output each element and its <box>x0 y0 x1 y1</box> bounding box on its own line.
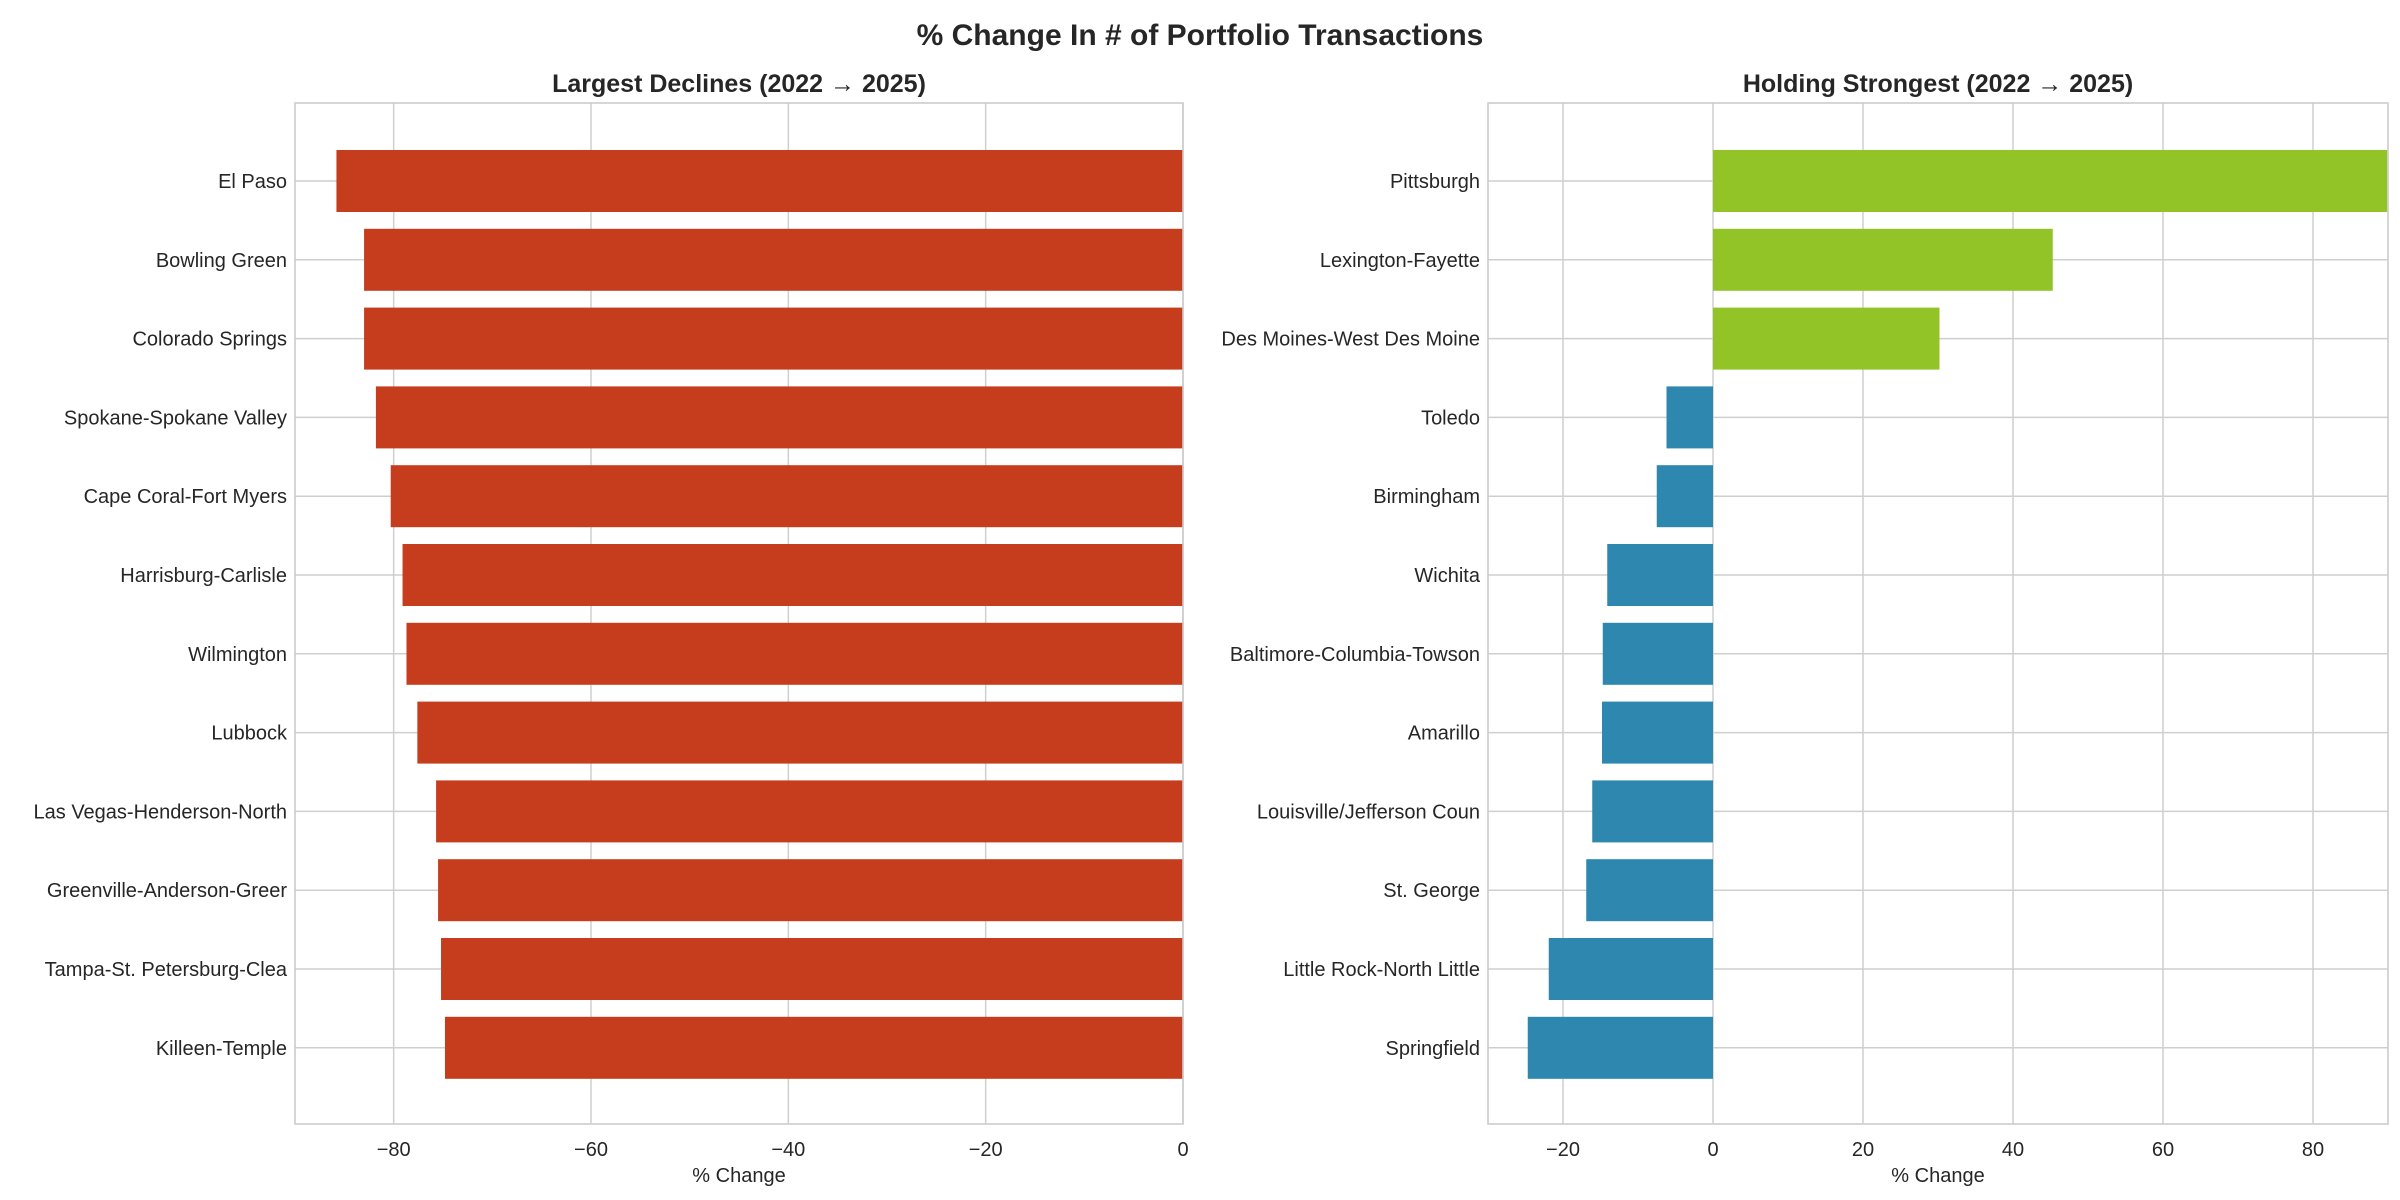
bar[interactable] <box>1527 1016 1713 1079</box>
bar[interactable] <box>441 938 1183 1000</box>
category-label: Spokane-Spokane Valley <box>64 407 287 429</box>
x-axis-label: % Change <box>1891 1165 1984 1187</box>
category-label: Amarillo <box>1408 723 1480 745</box>
figure-title: % Change In # of Portfolio Transactions <box>917 19 1484 52</box>
axes-frame <box>1487 102 2389 1125</box>
x-tick-label: 20 <box>1852 1139 1874 1161</box>
x-tick-label: 80 <box>2302 1139 2324 1161</box>
x-tick-label: −80 <box>377 1139 411 1161</box>
x-tick-label: −20 <box>969 1139 1003 1161</box>
category-label: Las Vegas-Henderson-North <box>34 801 287 823</box>
bar[interactable] <box>1656 465 1713 528</box>
bar[interactable] <box>417 701 1183 764</box>
bar[interactable] <box>364 307 1184 370</box>
bar[interactable] <box>1713 228 2053 291</box>
category-label: Greenville-Anderson-Greer <box>47 880 287 902</box>
category-label: Colorado Springs <box>132 329 287 351</box>
category-label: St. George <box>1383 880 1480 902</box>
category-label: Bowling Green <box>156 250 287 272</box>
bar[interactable] <box>402 544 1184 606</box>
category-label: Harrisburg-Carlisle <box>120 565 287 587</box>
axes-frame <box>294 102 1184 1125</box>
panel-holding-strongest: Holding Strongest (2022 → 2025) −20 0 20 40 6… <box>1221 70 2389 1187</box>
x-tick-label: −60 <box>574 1139 608 1161</box>
category-label: Louisville/Jefferson Coun <box>1257 801 1480 823</box>
category-label: Little Rock-North Little <box>1283 959 1480 981</box>
panel-title: Largest Declines (2022 → 2025) <box>552 70 926 98</box>
category-label: Des Moines-West Des Moine <box>1221 329 1480 351</box>
category-label: Baltimore-Columbia-Towson <box>1230 644 1480 666</box>
bar[interactable] <box>1602 701 1713 764</box>
bar[interactable] <box>1548 938 1713 1000</box>
category-label: Lexington-Fayette <box>1320 250 1480 272</box>
bar[interactable] <box>375 386 1183 449</box>
category-label: Wichita <box>1414 565 1480 587</box>
bar[interactable] <box>1666 386 1714 449</box>
bar[interactable] <box>1586 859 1713 922</box>
x-axis-label: % Change <box>692 1165 785 1187</box>
bar[interactable] <box>336 150 1183 212</box>
category-label: Killeen-Temple <box>156 1038 287 1060</box>
x-tick-label: 60 <box>2152 1139 2174 1161</box>
x-tick-label: −20 <box>1546 1139 1580 1161</box>
bar[interactable] <box>1713 307 1940 370</box>
bar[interactable] <box>1607 544 1713 606</box>
bar[interactable] <box>390 465 1183 528</box>
x-tick-label: 0 <box>1707 1139 1718 1161</box>
bar[interactable] <box>1602 622 1713 685</box>
x-tick-label: −40 <box>771 1139 805 1161</box>
bar[interactable] <box>1592 780 1713 843</box>
category-label: Toledo <box>1421 407 1480 429</box>
bar[interactable] <box>406 622 1183 685</box>
category-label: Springfield <box>1385 1038 1480 1060</box>
panel-title: Holding Strongest (2022 → 2025) <box>1743 70 2133 98</box>
bar[interactable] <box>438 859 1184 922</box>
bar[interactable] <box>364 228 1184 291</box>
category-label: El Paso <box>218 171 287 193</box>
bar[interactable] <box>436 780 1183 843</box>
category-label: Lubbock <box>211 723 288 745</box>
category-label: Cape Coral-Fort Myers <box>84 486 287 508</box>
x-tick-label: 40 <box>2002 1139 2024 1161</box>
category-label: Tampa-St. Petersburg-Clea <box>45 959 288 981</box>
category-label: Wilmington <box>188 644 287 666</box>
category-label: Pittsburgh <box>1390 171 1480 193</box>
panel-largest-declines: Largest Declines (2022 → 2025) −80 −60 −40 −… <box>34 70 1189 1187</box>
category-label: Birmingham <box>1373 486 1480 508</box>
bar[interactable] <box>444 1016 1183 1079</box>
x-tick-label: 0 <box>1177 1139 1188 1161</box>
bar[interactable] <box>1713 150 2388 212</box>
